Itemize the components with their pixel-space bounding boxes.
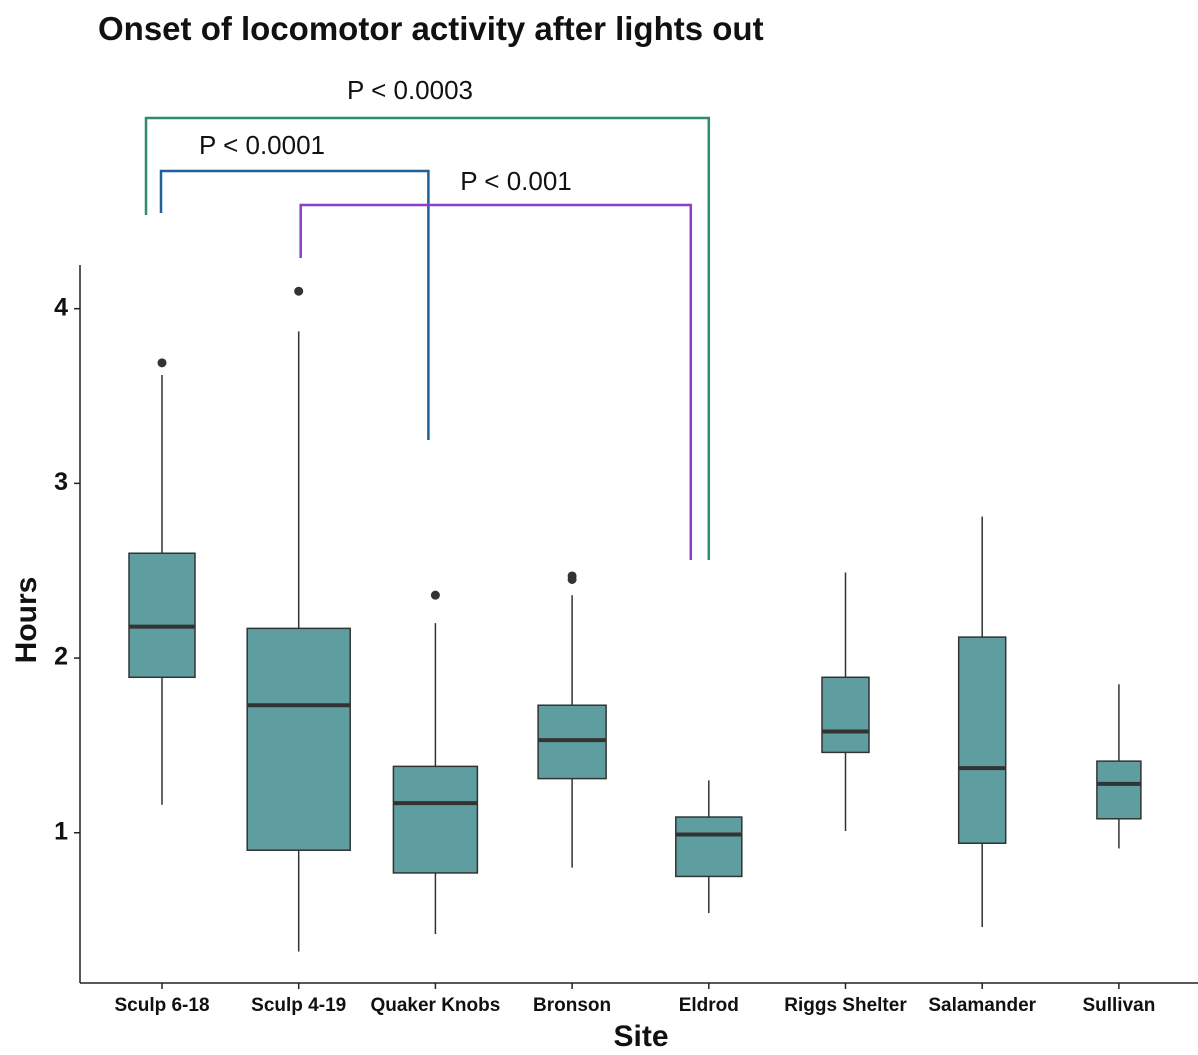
x-tick-label: Quaker Knobs [370,995,500,1016]
p-value-label: P < 0.001 [460,166,572,196]
chart-title: Onset of locomotor activity after lights… [98,10,764,47]
box [821,676,870,754]
y-axis-label: Hours [10,577,43,664]
p-value-label: P < 0.0003 [347,75,473,105]
box [128,552,196,679]
x-axis-label: Site [613,1020,668,1053]
x-tick-label: Sculp 6-18 [114,995,209,1016]
y-tick-label: 4 [54,293,68,321]
significance-bracket [299,203,693,560]
p-value-label: P < 0.0001 [199,130,325,160]
x-tick-label: Salamander [928,995,1036,1016]
outlier [567,571,577,581]
significance-bracket [144,116,711,560]
box [675,816,743,878]
y-tick-label: 3 [54,468,68,496]
x-tick-label: Sullivan [1082,995,1155,1016]
x-tick-label: Riggs Shelter [784,995,907,1016]
outlier [157,358,167,368]
box [1096,760,1142,820]
significance-bracket [159,169,430,440]
x-tick-label: Eldrod [679,995,739,1016]
outlier [294,286,304,296]
y-tick-label: 1 [54,817,68,845]
y-tick-label: 2 [54,643,68,671]
outlier [430,590,440,600]
box [392,765,479,874]
x-tick-label: Sculp 4-19 [251,995,346,1016]
box [957,636,1007,844]
box [246,627,351,851]
x-tick-label: Bronson [533,995,611,1016]
